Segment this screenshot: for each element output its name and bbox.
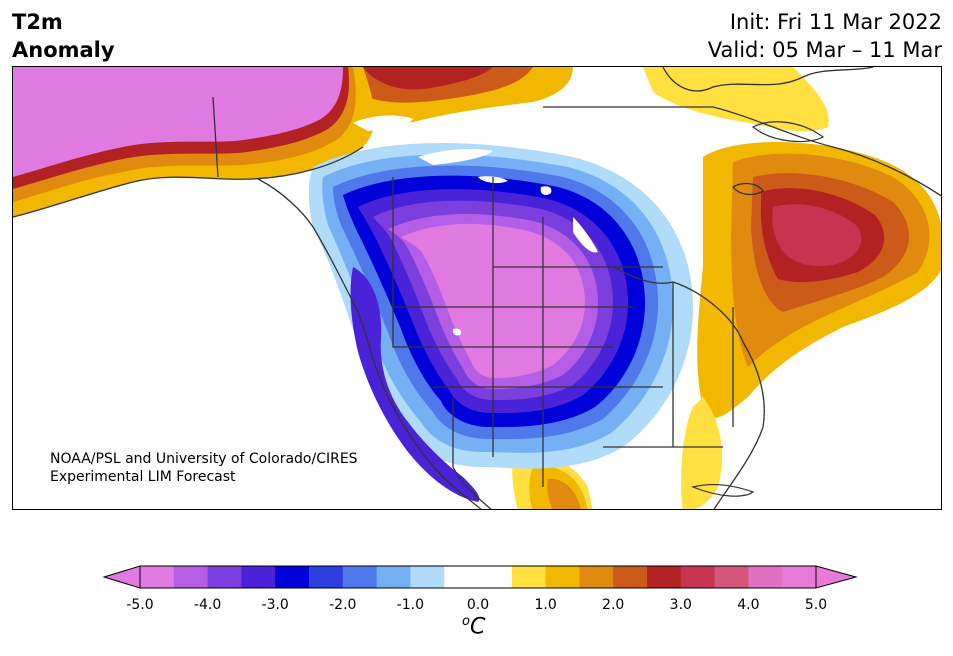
colorbar-bin — [241, 566, 276, 588]
unit-celsius: C — [469, 614, 486, 640]
borders — [13, 67, 941, 509]
map-title: T2m Anomaly — [12, 8, 115, 64]
colorbar-tick-label: 2.0 — [602, 597, 625, 613]
colorbar-bin — [613, 566, 648, 588]
colorbar-bin — [579, 566, 614, 588]
colorbar-tick-label: 4.0 — [737, 597, 760, 613]
colorbar-frame — [139, 565, 817, 589]
colorbar-bin — [342, 566, 378, 588]
warm-anomaly-east — [343, 67, 941, 509]
colorbar-unit: oC — [462, 614, 485, 639]
colorbar-bin — [782, 566, 817, 588]
colorbar-max-extend — [815, 565, 858, 589]
map-canvas — [13, 67, 941, 509]
cold-anomaly-central — [308, 143, 693, 502]
colorbar-tick-label: -2.0 — [329, 597, 357, 613]
credit-line-2: Experimental LIM Forecast — [50, 469, 236, 485]
colorbar-min-extend — [102, 565, 141, 589]
colorbar-tick-label: -3.0 — [261, 597, 289, 613]
colorbar-bin — [748, 566, 783, 588]
colorbar — [102, 565, 858, 589]
white-patches — [353, 115, 598, 336]
colorbar-tick-label: 5.0 — [804, 597, 828, 613]
islands — [691, 121, 825, 497]
colorbar-bin — [207, 566, 242, 588]
warm-anomaly-alaska — [13, 67, 375, 217]
colorbar-tick-label: 0.0 — [466, 597, 490, 613]
colorbar-tick-label: -4.0 — [193, 597, 222, 613]
colorbar-bin — [410, 566, 445, 588]
colorbar-bin — [647, 566, 682, 588]
colorbar-tick-label: -5.0 — [126, 597, 154, 613]
colorbar-tick-label: 1.0 — [534, 597, 557, 613]
colorbar-tick-label: 3.0 — [669, 597, 692, 613]
colorbar-bin — [714, 566, 749, 588]
forecast-dates: Init: Fri 11 Mar 2022 Valid: 05 Mar – 11… — [708, 8, 942, 64]
colorbar-bin — [444, 566, 479, 588]
colorbar-bin — [511, 566, 547, 588]
title-line-2: Anomaly — [12, 38, 115, 62]
colorbar-bin — [478, 566, 513, 588]
colorbar-tick-label: -1.0 — [396, 597, 425, 613]
credit-text: NOAA/PSL and University of Colorado/CIRE… — [50, 450, 358, 486]
colorbar-bin — [309, 566, 344, 588]
colorbar-bin — [680, 566, 716, 588]
colorbar-bin — [376, 566, 411, 588]
valid-range: Valid: 05 Mar – 11 Mar — [707, 38, 942, 62]
colorbar-bin — [275, 566, 310, 588]
colorbar-bin — [173, 566, 209, 588]
colorbar-bin — [545, 566, 580, 588]
colorbar-bin — [140, 566, 175, 588]
init-date: Init: Fri 11 Mar 2022 — [729, 10, 942, 34]
credit-line-1: NOAA/PSL and University of Colorado/CIRE… — [50, 451, 358, 467]
title-line-1: T2m — [12, 10, 63, 34]
anomaly-map: NOAA/PSL and University of Colorado/CIRE… — [12, 66, 942, 510]
unit-degree: o — [462, 614, 470, 629]
